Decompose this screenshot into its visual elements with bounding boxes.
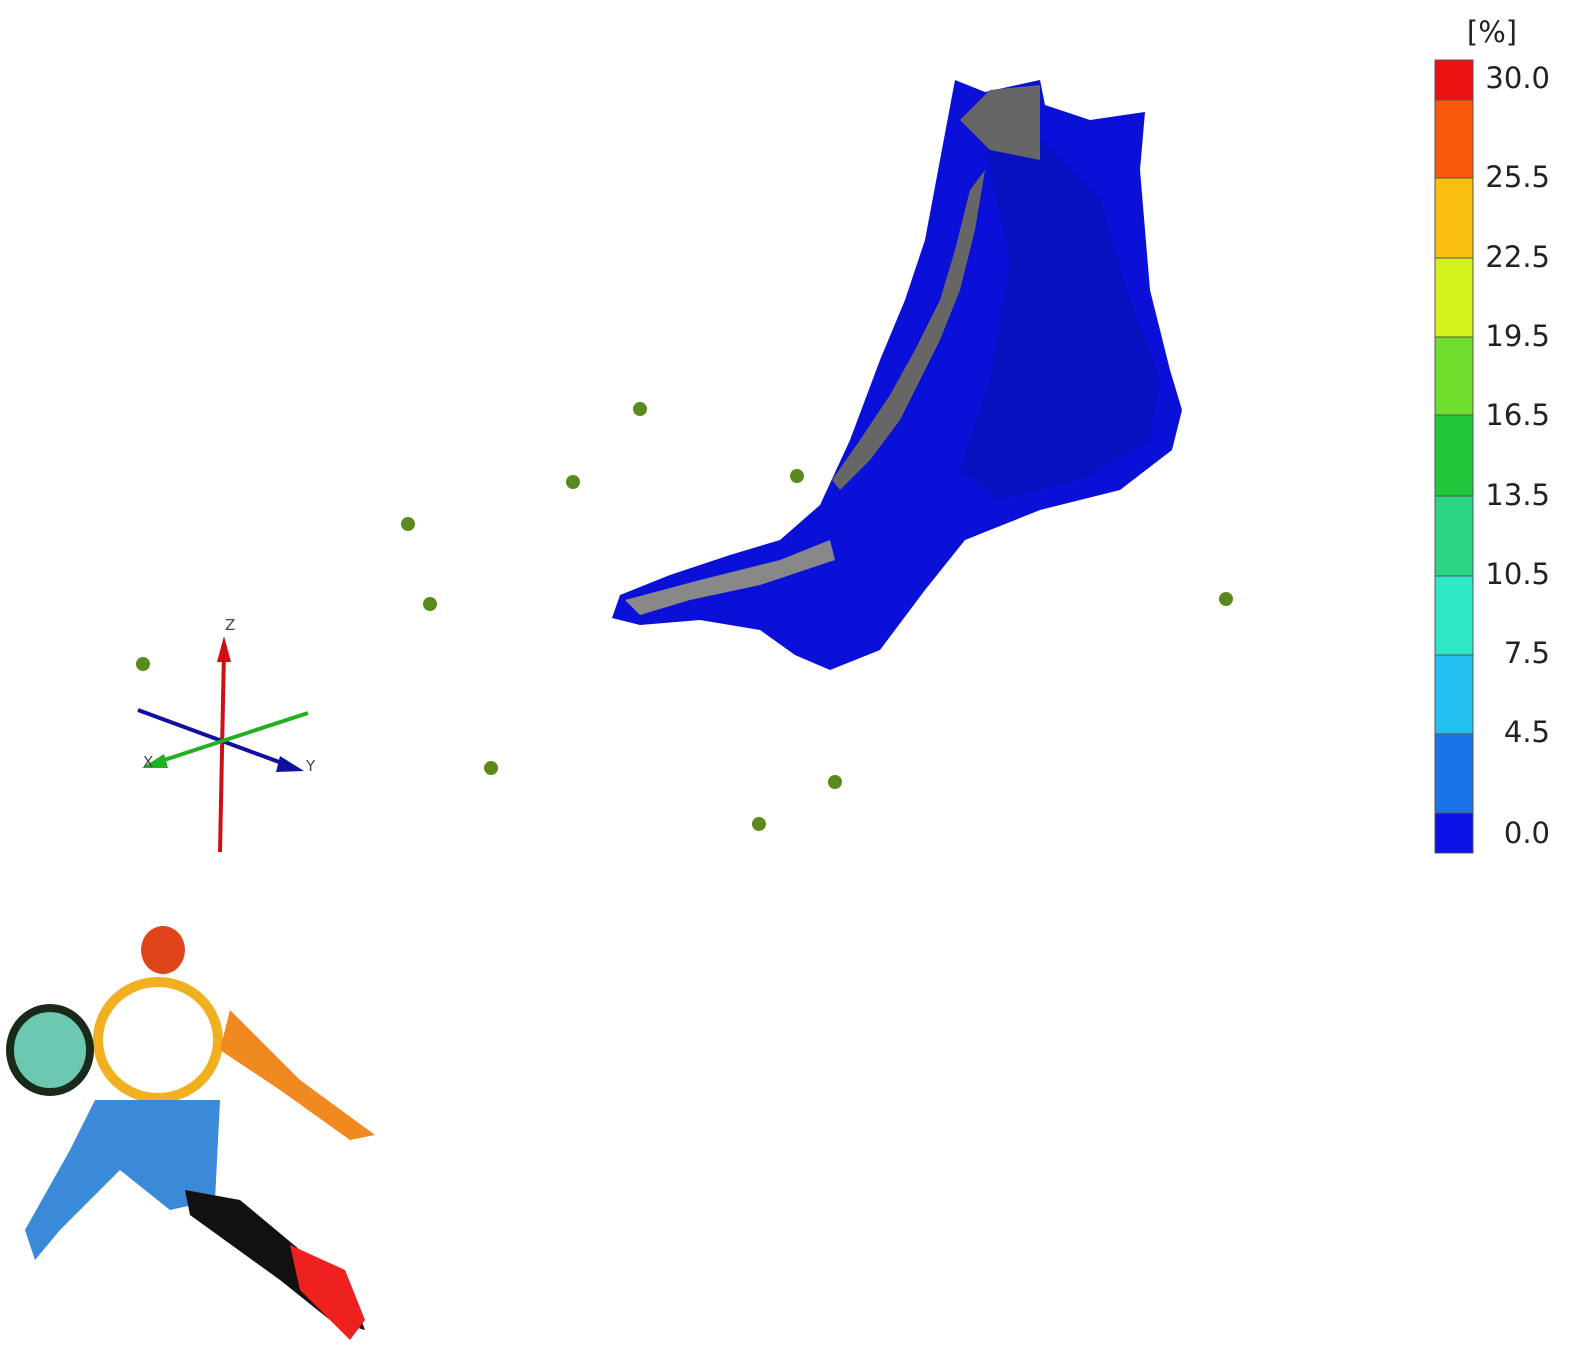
legend-label: 7.5	[1504, 636, 1550, 670]
axis-label: X	[143, 753, 153, 771]
legend-swatch	[1434, 177, 1474, 259]
legend-label: 22.5	[1485, 240, 1550, 274]
legend-swatch	[1434, 336, 1474, 416]
foot-toe	[625, 540, 835, 615]
axis-label: Y	[305, 757, 316, 775]
legend-unit: [%]	[1467, 15, 1517, 49]
legend-swatch	[1434, 495, 1474, 577]
legend-swatch	[1434, 654, 1474, 735]
legend-label: 0.0	[1504, 816, 1550, 850]
legend-label: 16.5	[1485, 398, 1550, 432]
legend-swatch	[1434, 99, 1474, 179]
viewport: X Y Z	[136, 80, 1233, 853]
legend-label: 13.5	[1485, 478, 1550, 512]
legend-label: 30.0	[1485, 61, 1550, 95]
axis-triad: X Y Z	[137, 616, 316, 853]
logo-figure	[6, 926, 375, 1340]
markers	[136, 402, 1233, 831]
legend-label: 4.5	[1504, 715, 1550, 749]
color-legend: [%] 30.0 25.5 22.5 19.5 16.5 13.5 10.5 7.5 4.5 0.…	[1434, 15, 1550, 854]
foot-top	[960, 85, 1040, 160]
legend-swatch	[1434, 257, 1474, 338]
legend-swatch	[1434, 812, 1474, 854]
legend-swatch	[1434, 59, 1474, 101]
legend-swatch	[1434, 733, 1474, 814]
legend-label: 10.5	[1485, 557, 1550, 591]
legend-swatch	[1434, 575, 1474, 656]
legend-label: 19.5	[1485, 319, 1550, 353]
foot-seam	[832, 170, 985, 490]
axis-label: Z	[225, 616, 235, 634]
legend-swatch	[1434, 414, 1474, 497]
legend-label: 25.5	[1485, 160, 1550, 194]
foot-shade	[960, 140, 1160, 500]
